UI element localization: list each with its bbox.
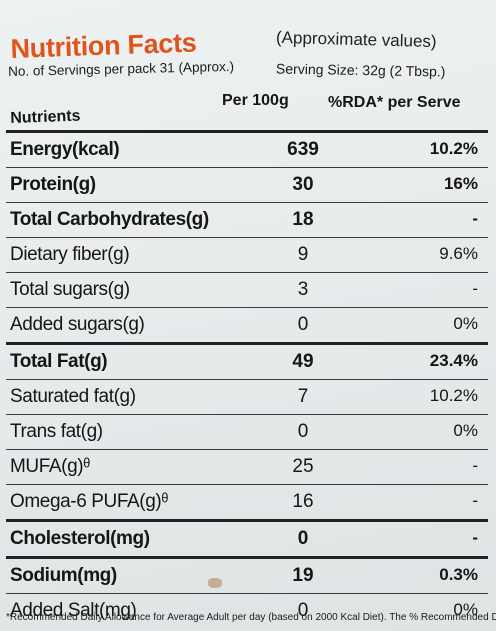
per-100g-value: 18 xyxy=(292,209,314,230)
per-100g-value: 7 xyxy=(297,386,309,407)
rda-value: 10.2% xyxy=(429,386,478,405)
nutrient-name: MUFA(g)ᶿ xyxy=(10,456,90,477)
nutrient-name: Sodium(mg) xyxy=(10,565,117,586)
table-row: Total Fat(g) 49 23.4% xyxy=(6,342,488,379)
per-100g-value: 49 xyxy=(292,351,314,372)
table-row: Energy(kcal) 639 10.2% xyxy=(6,130,488,167)
rda-value: 0.3% xyxy=(439,565,478,584)
rda-value: 0% xyxy=(453,421,478,440)
per-100g-value: 25 xyxy=(292,456,314,477)
per-100g-value: 0 xyxy=(297,600,309,621)
table-row: Added Salt(mg) 0 0% xyxy=(6,593,488,628)
nutrient-name: Total sugars(g) xyxy=(10,279,130,300)
serving-size: Serving Size: 32g (2 Tbsp.) xyxy=(275,60,446,80)
table-row: MUFA(g)ᶿ 25 - xyxy=(6,449,488,484)
nutrient-name: Cholesterol(mg) xyxy=(10,528,150,549)
rda-value: - xyxy=(472,491,478,510)
rda-value: - xyxy=(472,528,478,547)
nutrient-name: Trans fat(g) xyxy=(10,421,103,442)
table-row: Sodium(mg) 19 0.3% xyxy=(6,556,488,593)
rda-value: - xyxy=(472,456,478,475)
rda-value: - xyxy=(472,209,478,228)
table-row: Cholesterol(mg) 0 - xyxy=(6,519,488,556)
nutrient-name: Added sugars(g) xyxy=(10,314,145,335)
nutrient-table: Energy(kcal) 639 10.2% Protein(g) 30 16%… xyxy=(6,130,488,628)
footnote: *Recommended Daily Allowance for Average… xyxy=(6,612,496,623)
table-row: Omega-6 PUFA(g)ᶿ 16 - xyxy=(6,484,488,519)
per-100g-value: 0 xyxy=(297,314,309,335)
stain-mark xyxy=(208,578,222,588)
rda-value: 0% xyxy=(453,314,478,333)
rda-value: - xyxy=(472,279,478,298)
header-per-100g: Per 100g xyxy=(222,92,289,109)
table-row: Protein(g) 30 16% xyxy=(6,167,488,202)
rda-value: 9.6% xyxy=(439,244,478,263)
nutrient-name: Dietary fiber(g) xyxy=(10,244,130,265)
nutrient-name: Omega-6 PUFA(g)ᶿ xyxy=(10,491,168,512)
per-100g-value: 16 xyxy=(292,491,314,512)
rda-value: 16% xyxy=(443,174,478,193)
header-rda: %RDA* per Serve xyxy=(328,94,461,111)
per-100g-value: 0 xyxy=(297,528,309,549)
table-row: Saturated fat(g) 7 10.2% xyxy=(6,379,488,414)
nutrient-name: Energy(kcal) xyxy=(10,139,120,160)
per-100g-value: 30 xyxy=(292,174,314,195)
table-row: Trans fat(g) 0 0% xyxy=(6,414,488,449)
nutrient-name: Total Carbohydrates(g) xyxy=(10,209,209,230)
rda-value: 10.2% xyxy=(429,139,478,158)
per-100g-value: 0 xyxy=(297,421,309,442)
header-nutrients: Nutrients xyxy=(10,107,81,127)
nutrient-name: Added Salt(mg) xyxy=(10,600,137,621)
table-row: Dietary fiber(g) 9 9.6% xyxy=(6,237,488,272)
nutrient-name: Saturated fat(g) xyxy=(10,386,136,407)
rda-value: 23.4% xyxy=(429,351,478,370)
per-100g-value: 9 xyxy=(297,244,309,265)
table-row: Added sugars(g) 0 0% xyxy=(6,307,488,342)
per-100g-value: 3 xyxy=(297,279,309,300)
table-row: Total Carbohydrates(g) 18 - xyxy=(6,202,488,237)
approx-note: (Approximate values) xyxy=(275,27,437,52)
per-100g-value: 19 xyxy=(292,565,314,586)
per-100g-value: 639 xyxy=(287,139,319,160)
nutrient-name: Total Fat(g) xyxy=(10,351,108,372)
nutrient-name: Protein(g) xyxy=(10,174,96,195)
table-row: Total sugars(g) 3 - xyxy=(6,272,488,307)
rda-value: 0% xyxy=(453,600,478,619)
